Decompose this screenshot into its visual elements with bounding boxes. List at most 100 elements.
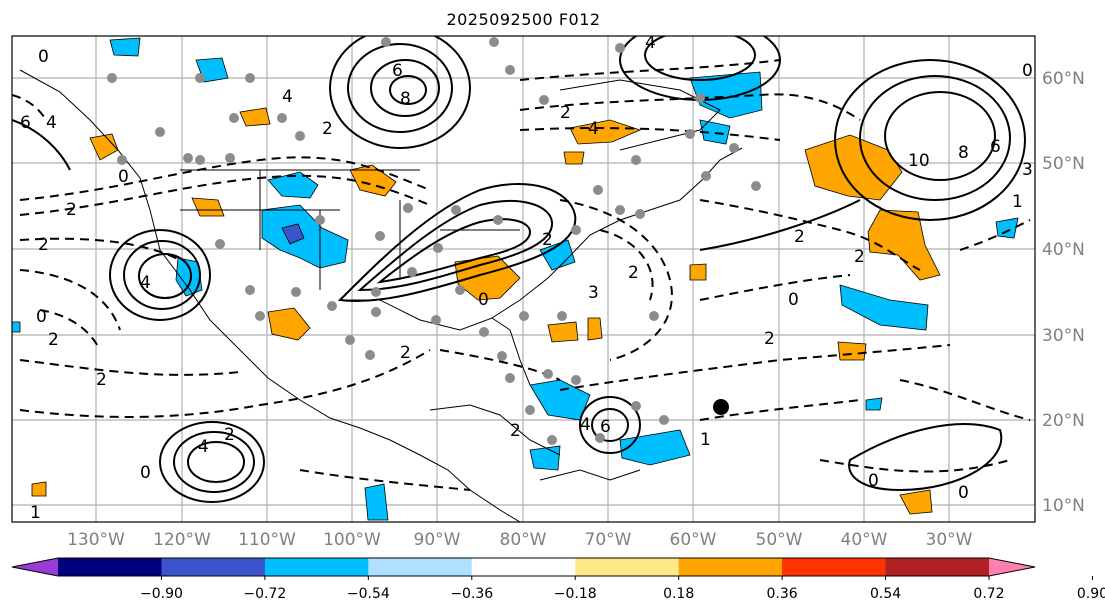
colorbar-tick-label: −0.36: [450, 586, 493, 602]
contour-label: 1: [1012, 192, 1023, 212]
contour-label: 2: [38, 235, 49, 255]
orange-patch: [899, 489, 933, 515]
cyan-patch: [839, 284, 929, 331]
cyan-patch: [529, 445, 561, 471]
contour-label: 4: [140, 273, 151, 293]
lon-label: 60°W: [670, 530, 717, 550]
cyan-patch: [995, 217, 1019, 239]
orange-patch: [563, 151, 585, 165]
solid-contours: [12, 36, 1026, 503]
orange-patch: [587, 317, 603, 341]
colorbar-tick-label: −0.54: [347, 586, 390, 602]
cyan-patch: [364, 483, 389, 521]
colorbar-segment: [885, 558, 990, 576]
contour-label: 0: [1022, 61, 1033, 81]
cyan-patch: [539, 239, 576, 271]
orange-patch: [267, 307, 311, 341]
contour-label: 2: [224, 425, 235, 445]
contour-label: 2: [542, 230, 553, 250]
contour-label: 4: [46, 113, 57, 133]
contour-labels: 6 4 0 2 6 8 10 8 6 4 2 0 2 4 2 0 2 4 2 2…: [20, 33, 1033, 523]
colorbar-tick-label: −0.90: [140, 586, 183, 602]
colorbar-extend-high: [989, 558, 1035, 576]
contour-label: 4: [588, 119, 599, 139]
contour-label: 3: [1022, 160, 1033, 180]
map-frame: [11, 35, 1036, 523]
colorbar-segment: [782, 558, 887, 576]
orange-patch: [547, 321, 579, 343]
contour-label: 6: [600, 417, 611, 437]
colorbar-segment: [471, 558, 576, 576]
shaded-anomalies: [12, 37, 1019, 521]
blue-patch: [281, 223, 305, 245]
lon-label: 40°W: [841, 530, 888, 550]
map-title: 2025092500 F012: [446, 10, 601, 29]
colorbar-segment: [264, 558, 369, 576]
lat-label: 40°N: [1042, 240, 1085, 260]
lat-label: 50°N: [1042, 154, 1085, 174]
colorbar-tick-label: 0.54: [870, 586, 901, 602]
contour-label: 2: [322, 119, 333, 139]
contour-label: 2: [560, 103, 571, 123]
colorbar-segment: [575, 558, 680, 576]
cyan-patch: [619, 429, 691, 466]
cyan-patch: [261, 204, 349, 269]
lon-label: 70°W: [585, 530, 632, 550]
colorbar-segment: [368, 558, 473, 576]
lon-label: 130°W: [67, 530, 125, 550]
contour-label: 2: [96, 370, 107, 390]
contour-label: 2: [48, 330, 59, 350]
contour-label: 0: [140, 463, 151, 483]
lat-label: 30°N: [1042, 326, 1085, 346]
lat-labels: 60°N 50°N 40°N 30°N 20°N 10°N: [1042, 69, 1085, 516]
colorbar-outline: [11, 557, 1036, 577]
cyan-patch: [865, 397, 883, 411]
contour-label: 1: [30, 503, 41, 523]
contour-label: 4: [282, 87, 293, 107]
contour-label: 0: [868, 471, 879, 491]
colorbar-tick-label: −0.72: [243, 586, 286, 602]
contour-label: 0: [36, 307, 47, 327]
lon-label: 110°W: [238, 530, 296, 550]
lat-label: 60°N: [1042, 69, 1085, 89]
colorbar-segment: [58, 558, 162, 576]
colorbar-tick-label: 0.72: [973, 586, 1004, 602]
contour-label: 8: [400, 89, 411, 109]
lon-label: 120°W: [153, 530, 211, 550]
contour-label: 3: [588, 283, 599, 303]
contour-label: 2: [854, 247, 865, 267]
lon-labels: 130°W 120°W 110°W 100°W 90°W 80°W 70°W 6…: [67, 530, 973, 550]
contour-label: 2: [794, 227, 805, 247]
contour-label: 0: [118, 167, 129, 187]
colorbar-segment: [678, 558, 783, 576]
station-dots: [107, 37, 761, 445]
cyan-patch: [267, 171, 319, 199]
cyan-patch: [699, 119, 731, 145]
lat-label: 10°N: [1042, 496, 1085, 516]
colorbar-tick-label: 0.36: [767, 586, 798, 602]
contour-label: 6: [990, 137, 1001, 157]
orange-patch: [31, 481, 47, 497]
contour-label: 6: [20, 113, 31, 133]
contour-label: 0: [788, 290, 799, 310]
contour-label: 2: [628, 263, 639, 283]
cyan-patch: [12, 321, 21, 333]
contour-label: 2: [66, 200, 77, 220]
lon-label: 50°W: [756, 530, 803, 550]
cyan-patch: [109, 37, 141, 57]
contour-label: 10: [908, 151, 930, 171]
cyan-patch: [529, 379, 591, 421]
contour-label: 4: [198, 437, 209, 457]
contour-label: 0: [38, 47, 49, 67]
lon-label: 90°W: [414, 530, 461, 550]
orange-patch: [239, 107, 271, 127]
contour-label: 4: [580, 415, 591, 435]
contour-label: 4: [645, 33, 656, 53]
contour-label: 2: [400, 343, 411, 363]
colorbar-tick-label: 0.18: [663, 586, 694, 602]
orange-patch: [689, 263, 707, 281]
colorbar-tick-label: −0.18: [554, 586, 597, 602]
contour-label: 2: [510, 421, 521, 441]
orange-patch: [569, 119, 642, 145]
dashed-contours: [12, 59, 1031, 491]
